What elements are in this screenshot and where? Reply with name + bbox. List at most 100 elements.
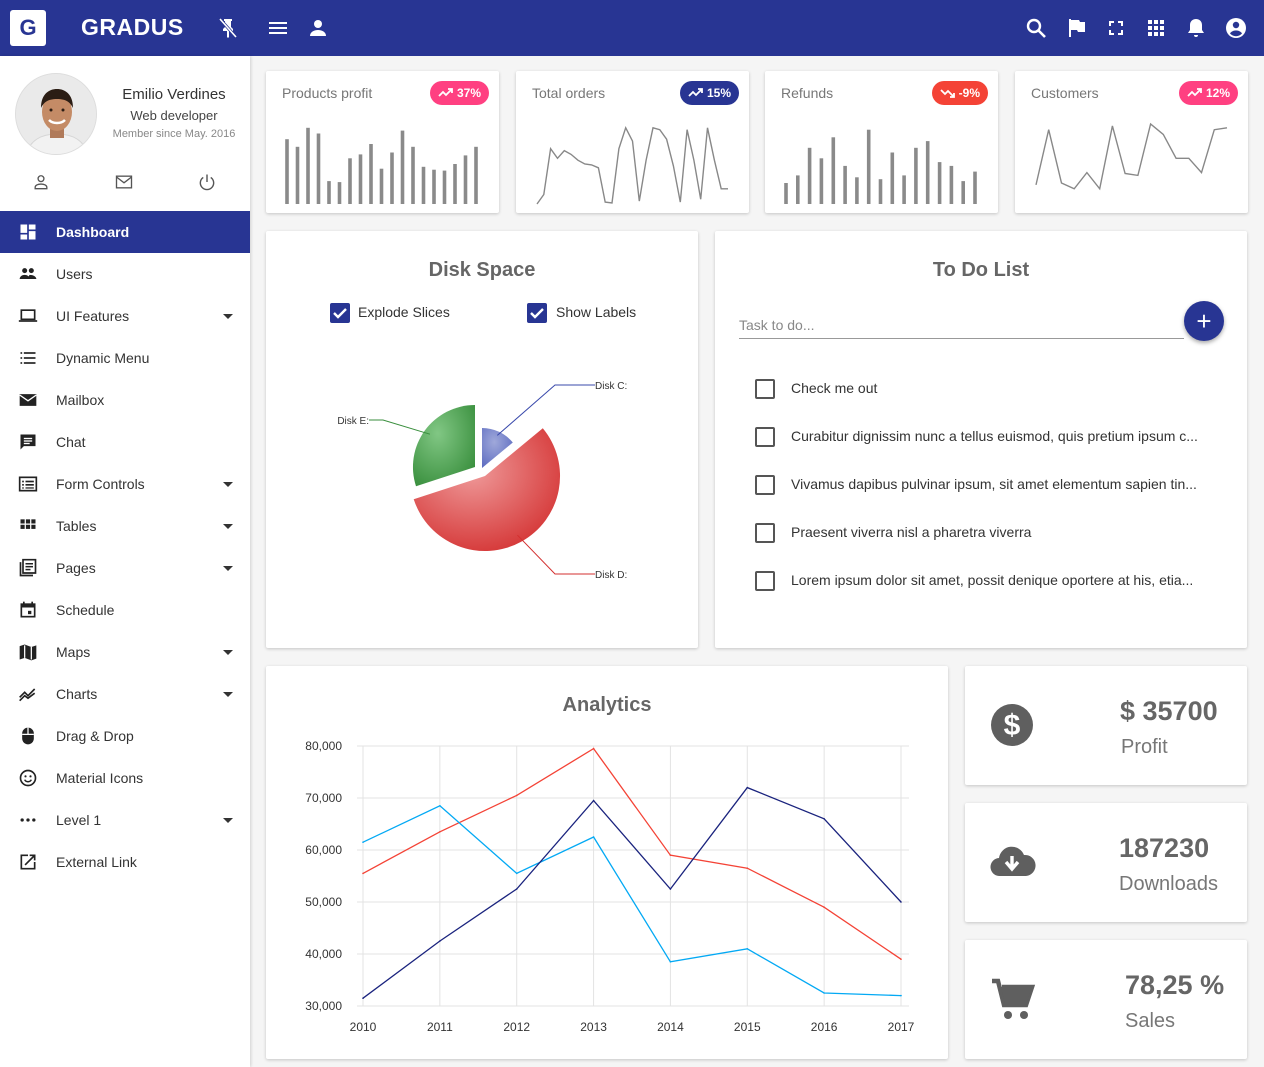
show-labels-checkbox[interactable] <box>527 303 547 323</box>
account-circle-icon[interactable] <box>1224 16 1248 40</box>
todo-title: To Do List <box>932 259 1030 281</box>
stat-mini-card: Refunds -9% <box>765 71 998 213</box>
profile-icon[interactable] <box>31 172 51 192</box>
series-line <box>362 805 902 997</box>
sidebar-item-users[interactable]: Users <box>0 253 250 295</box>
task-input[interactable]: Task to do... <box>739 317 1184 339</box>
pie-slice[interactable] <box>412 405 475 487</box>
sidebar-item-form-controls[interactable]: Form Controls <box>0 463 250 505</box>
chevron-down-icon <box>223 650 233 655</box>
mini-card-title: Total orders <box>532 85 606 101</box>
disk-space-card: Disk Space Explode Slices Show Labels Di… <box>266 231 698 648</box>
data-point <box>823 906 825 908</box>
sparkline-bar <box>890 152 895 204</box>
dollar-icon: $ <box>991 704 1033 746</box>
sidebar-item-mailbox[interactable]: Mailbox <box>0 379 250 421</box>
sparkline-bar <box>348 158 352 204</box>
y-tick-label: 60,000 <box>305 843 342 857</box>
todo-item-text: Lorem ipsum dolor sit amet, possit deniq… <box>791 572 1194 588</box>
pie-slice[interactable] <box>482 428 513 468</box>
todo-checkbox[interactable] <box>755 523 775 543</box>
todo-checkbox[interactable] <box>755 379 775 399</box>
sidebar-item-label: Drag & Drop <box>56 728 134 744</box>
sidebar-item-dashboard[interactable]: Dashboard <box>0 211 250 253</box>
brand-name: GRADUS <box>81 14 184 40</box>
data-point <box>439 940 441 942</box>
top-bar: G GRADUS <box>0 0 1264 56</box>
sparkline-bar <box>327 181 331 204</box>
user-role: Web developer <box>130 108 218 123</box>
todo-checkbox[interactable] <box>755 571 775 591</box>
search-icon[interactable] <box>1024 16 1048 40</box>
sparkline-bar <box>961 181 965 204</box>
data-point <box>515 888 518 890</box>
sidebar-item-material-icons[interactable]: Material Icons <box>0 757 250 799</box>
sparkline-bar <box>807 147 812 204</box>
sidebar-nav: Dashboard Users UI Features Dynamic Menu Mai… <box>0 211 250 883</box>
sparkline-bar <box>855 177 859 204</box>
trend-badge: 15% <box>679 81 739 105</box>
trend-badge: 12% <box>1178 81 1238 105</box>
sparkline-bar <box>432 169 436 204</box>
trend-badge-value: -9% <box>958 86 980 100</box>
power-icon[interactable] <box>197 172 217 192</box>
sidebar-item-schedule[interactable]: Schedule <box>0 589 250 631</box>
explode-slices-checkbox[interactable] <box>330 303 350 323</box>
sidebar-item-dynamic-menu[interactable]: Dynamic Menu <box>0 337 250 379</box>
flag-icon[interactable] <box>1064 16 1088 40</box>
sidebar-item-label: Pages <box>56 560 96 576</box>
todo-item-text: Praesent viverra nisl a pharetra viverra <box>791 524 1032 540</box>
stat-mini-card: Products profit 37% <box>266 71 499 213</box>
people-icon <box>19 268 37 279</box>
pie-slice-label: Disk C: <box>595 381 627 392</box>
chevron-down-icon <box>223 818 233 823</box>
sparkline-bar <box>358 154 363 204</box>
sparkline-chart <box>784 129 977 204</box>
mini-card-title: Customers <box>1031 85 1099 101</box>
chevron-down-icon <box>223 692 233 697</box>
data-point <box>362 841 364 843</box>
todo-checkbox[interactable] <box>755 427 775 447</box>
sparkline-chart <box>1035 122 1228 191</box>
sparkline-bar <box>285 139 289 204</box>
sparkline-bar <box>925 141 930 204</box>
trending-down-icon <box>940 89 955 98</box>
series-line <box>362 747 902 960</box>
sparkline-bar <box>878 179 883 204</box>
sidebar-item-charts[interactable]: Charts <box>0 673 250 715</box>
sidebar: Emilio Verdines Web developer Member sin… <box>0 56 250 1067</box>
sidebar-item-ui-features[interactable]: UI Features <box>0 295 250 337</box>
member-since: Member since May. 2016 <box>112 128 236 140</box>
sidebar-item-external-link[interactable]: External Link <box>0 841 250 883</box>
stat-card-profit: $ $ 35700 Profit <box>965 666 1247 785</box>
show-labels-label: Show Labels <box>556 304 637 320</box>
sparkline-bar <box>914 147 918 204</box>
sidebar-item-maps[interactable]: Maps <box>0 631 250 673</box>
menu-icon[interactable] <box>266 16 290 40</box>
mouse-icon <box>22 727 34 745</box>
map-icon <box>19 644 37 661</box>
sidebar-item-chat[interactable]: Chat <box>0 421 250 463</box>
sparkline-bar <box>843 165 847 204</box>
sidebar-item-drag-drop[interactable]: Drag & Drop <box>0 715 250 757</box>
person-icon[interactable] <box>306 16 330 40</box>
pie-slice-label: Disk E: <box>337 416 369 427</box>
data-point <box>823 818 825 820</box>
sparkline-bar <box>866 129 871 204</box>
data-point <box>515 794 518 797</box>
pin-off-icon[interactable] <box>216 16 240 40</box>
sidebar-item-pages[interactable]: Pages <box>0 547 250 589</box>
mini-card-title: Refunds <box>781 85 834 101</box>
stat-value: 78,25 % <box>1125 970 1225 1000</box>
add-task-button[interactable]: + <box>1184 301 1224 341</box>
mail-outline-icon[interactable] <box>114 172 134 192</box>
apps-icon[interactable] <box>1144 16 1168 40</box>
todo-checkbox[interactable] <box>755 475 775 495</box>
notifications-icon[interactable] <box>1184 16 1208 40</box>
sparkline-bar <box>421 166 426 204</box>
sidebar-item-tables[interactable]: Tables <box>0 505 250 547</box>
sidebar-item-level-1[interactable]: Level 1 <box>0 799 250 841</box>
fullscreen-icon[interactable] <box>1104 16 1128 40</box>
pie-slice[interactable] <box>413 428 561 552</box>
trend-badge-value: 12% <box>1205 86 1230 100</box>
